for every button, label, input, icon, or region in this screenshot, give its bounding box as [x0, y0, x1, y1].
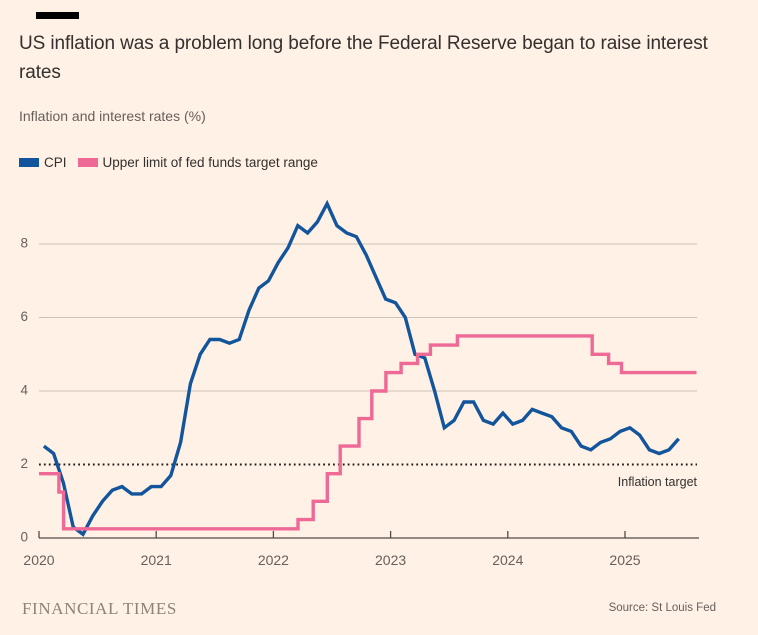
ft-logo-text: FINANCIAL TIMES	[22, 599, 177, 618]
legend-label-cpi: CPI	[44, 155, 67, 170]
inflation-target-label: Inflation target	[618, 475, 698, 489]
legend-item-fed-funds: Upper limit of fed funds target range	[77, 155, 318, 170]
y-tick-label: 6	[20, 309, 28, 324]
chart-subtitle: Inflation and interest rates (%)	[19, 108, 206, 124]
x-tick-label: 2022	[258, 552, 289, 568]
cpi-line	[42, 199, 680, 537]
x-tick-label: 2024	[492, 552, 523, 568]
x-tick-label: 2025	[609, 552, 640, 568]
source-note: Source: St Louis Fed	[608, 602, 716, 614]
top-rule	[36, 12, 79, 19]
x-tick-label: 2021	[141, 552, 172, 568]
page-title: US inflation was a problem long before t…	[19, 33, 708, 84]
y-tick-label: 4	[20, 383, 28, 398]
legend-label-fed-funds: Upper limit of fed funds target range	[102, 155, 318, 170]
y-tick-label: 8	[20, 236, 28, 251]
x-tick-label: 2020	[23, 552, 54, 568]
fed-funds-swatch	[77, 158, 98, 167]
legend: CPI Upper limit of fed funds target rang…	[19, 155, 318, 170]
cpi-swatch	[19, 158, 39, 167]
x-tick-label: 2023	[375, 552, 406, 568]
y-tick-label: 0	[20, 530, 28, 545]
legend-item-cpi: CPI	[19, 155, 67, 170]
inflation-rates-chart: 0 2 4 6 8 Inflation target 2020 2021 2022 2023 202…	[20, 199, 699, 568]
y-tick-label: 2	[20, 456, 28, 471]
fed-funds-line	[39, 334, 697, 531]
